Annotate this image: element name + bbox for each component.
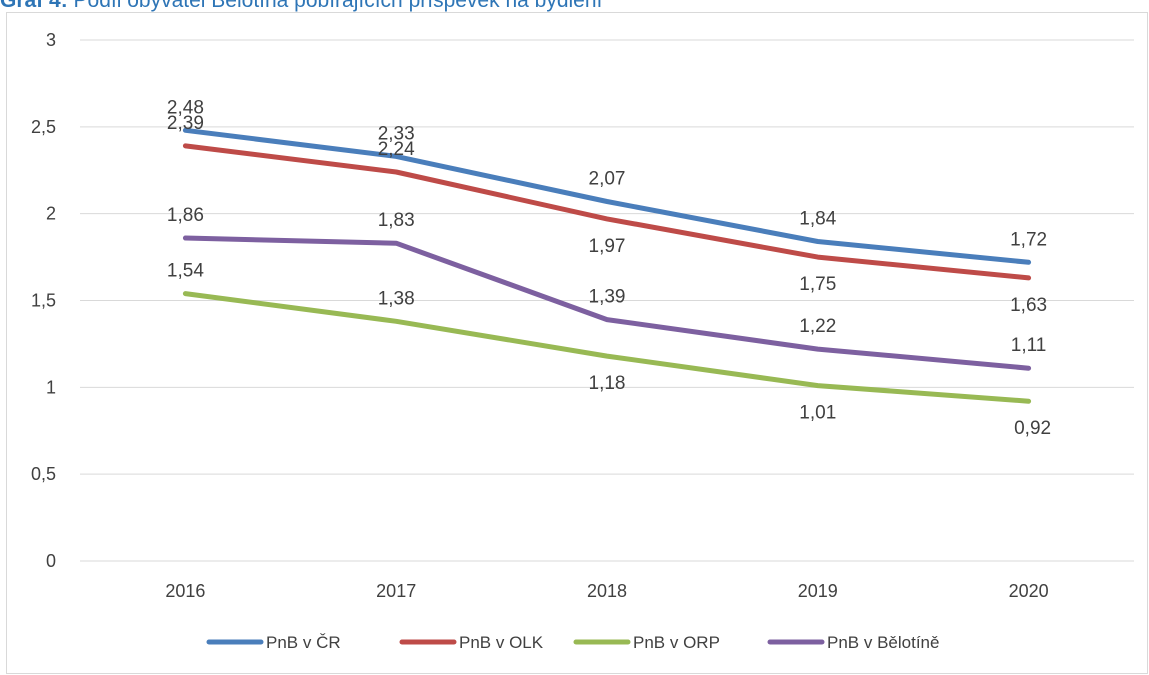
data-label: 1,18: [589, 373, 626, 394]
chart-frame: [6, 12, 1148, 674]
legend-label: PnB v ČR: [266, 633, 341, 652]
x-tick-label: 2016: [165, 581, 205, 601]
y-tick-label: 0,5: [31, 464, 56, 484]
y-tick-label: 2,5: [31, 117, 56, 137]
data-label: 1,83: [378, 210, 415, 231]
data-label: 1,39: [589, 287, 626, 308]
data-label: 1,86: [167, 205, 204, 226]
chart-caption: Graf 4: Podíl obyvatel Bělotína pobírají…: [0, 0, 602, 13]
y-tick-label: 1,5: [31, 291, 56, 311]
series-line-4: [182, 235, 1032, 371]
x-tick-label: 2019: [798, 581, 838, 601]
data-label: 1,11: [1011, 335, 1047, 356]
x-tick-label: 2020: [1009, 581, 1049, 601]
legend-label: PnB v ORP: [633, 633, 720, 652]
y-tick-label: 1: [46, 377, 56, 397]
y-tick-label: 3: [46, 30, 56, 50]
series-line-1: [182, 127, 1032, 265]
data-label: 1,22: [799, 316, 836, 337]
series-line-3: [182, 291, 1032, 404]
y-tick-label: 2: [46, 204, 56, 224]
data-label: 2,39: [167, 113, 204, 134]
data-label: 1,75: [799, 274, 836, 295]
data-label: 0,92: [1014, 418, 1051, 439]
data-label: 1,38: [378, 288, 415, 309]
legend-label: PnB v OLK: [459, 633, 544, 652]
x-tick-label: 2017: [376, 581, 416, 601]
data-label: 2,33: [378, 123, 415, 144]
y-tick-label: 0: [46, 551, 56, 571]
data-label: 1,84: [799, 208, 836, 229]
data-label: 1,01: [799, 403, 836, 424]
data-label: 1,63: [1010, 295, 1047, 316]
data-label: 1,72: [1010, 229, 1047, 250]
series-line-2: [182, 143, 1032, 281]
data-label: 1,97: [589, 236, 626, 257]
data-label: 1,54: [167, 261, 204, 282]
x-tick-label: 2018: [587, 581, 627, 601]
caption-title: Podíl obyvatel Bělotína pobírajících pří…: [73, 0, 603, 12]
data-label: 2,07: [589, 169, 626, 190]
data-label: 2,48: [167, 97, 204, 118]
caption-prefix: Graf 4:: [0, 0, 68, 12]
legend-label: PnB v Bělotíně: [827, 633, 939, 652]
data-label: 2,24: [378, 139, 415, 160]
